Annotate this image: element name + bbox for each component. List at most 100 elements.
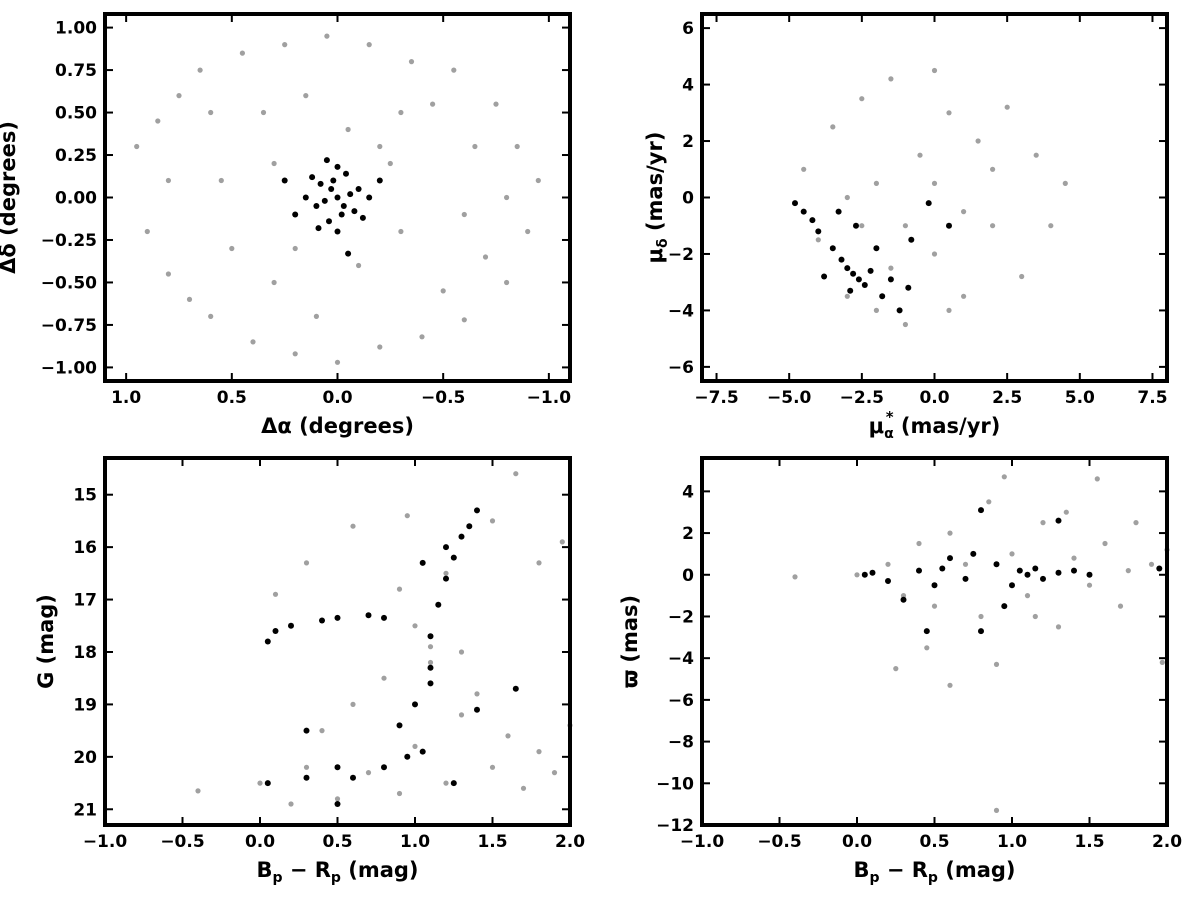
field-point (239, 50, 245, 56)
members-point (466, 523, 473, 530)
members-point (381, 614, 387, 621)
y-tick-label: 4 (682, 482, 694, 502)
field-point (218, 177, 224, 184)
field-point (489, 518, 496, 524)
members-point (792, 200, 798, 207)
field-point (419, 334, 425, 340)
field-point (924, 645, 930, 651)
field-point (888, 76, 894, 82)
field-point (396, 586, 403, 592)
y-tick-label: 0 (682, 189, 694, 209)
field-point (412, 743, 418, 750)
members-points (264, 507, 519, 807)
members-point (1001, 603, 1008, 610)
members-point (334, 801, 341, 807)
field-point (1102, 540, 1108, 547)
members-point (351, 208, 358, 215)
field-point (893, 666, 899, 672)
y-tick-label: 1.00 (55, 19, 97, 39)
field-point (505, 733, 511, 739)
field-point (482, 254, 489, 260)
field-point (288, 801, 294, 807)
field-point (1148, 561, 1155, 567)
field-point (946, 307, 952, 313)
field-point (350, 701, 356, 708)
members-point (970, 550, 977, 557)
y-tick-label: −10 (656, 774, 694, 794)
field-point (303, 560, 310, 566)
field-point (451, 67, 457, 73)
field-point (271, 160, 277, 167)
field-point (427, 659, 434, 666)
field-point (271, 279, 277, 286)
field-point (947, 682, 953, 688)
members-point (821, 273, 828, 280)
y-tick-label: 15 (73, 486, 97, 506)
field-point (443, 780, 449, 786)
field-point (404, 513, 410, 519)
members-point (885, 578, 891, 584)
field-point (551, 770, 558, 776)
members-points (861, 507, 1163, 635)
y-axis-label: ϖ (mas) (618, 595, 642, 688)
y-tick-label: −0.75 (41, 316, 97, 336)
field-point (303, 764, 310, 770)
y-tick-label: −6 (668, 691, 694, 711)
field-point (854, 572, 860, 578)
members-point (900, 596, 907, 603)
members-point (330, 177, 337, 184)
x-tick-label: 1.5 (1074, 832, 1104, 852)
members-point (879, 293, 886, 300)
y-axis-label: G (mag) (34, 594, 58, 689)
members-point (264, 638, 271, 645)
members-point (908, 236, 915, 243)
members-point (474, 507, 480, 514)
field-point (356, 262, 362, 269)
members-point (887, 276, 894, 283)
members-point (873, 245, 880, 252)
members-point (319, 617, 325, 624)
field-point (398, 228, 404, 235)
field-point (257, 780, 263, 786)
members-point (844, 265, 851, 272)
position-panel: 1.0 0.5 0.0 −0.5 −1.0 −1.00 −0.75 −0.50 −0.25 0.0… (0, 12, 572, 438)
members-points (792, 200, 952, 314)
field-point (292, 351, 298, 357)
members-point (939, 565, 946, 572)
x-tick-label: −0.5 (160, 832, 204, 852)
x-tick-label: 0.0 (245, 832, 275, 852)
members-point (309, 174, 316, 181)
field-point (430, 101, 436, 107)
field-point (961, 293, 967, 299)
field-point (962, 561, 969, 567)
members-point (334, 614, 341, 621)
field-points (195, 471, 573, 807)
members-point (993, 561, 1000, 568)
members-point (853, 222, 859, 229)
field-point (504, 279, 510, 286)
field-point (350, 523, 356, 529)
field-point (917, 152, 923, 158)
y-tick-label: 6 (682, 19, 694, 39)
field-point (282, 42, 288, 48)
field-point (313, 313, 319, 319)
members-point (946, 222, 952, 229)
members-point (855, 276, 862, 283)
field-point (931, 603, 938, 609)
proper-motion-panel: −7.5 −5.0 −2.5 0.0 2.5 5.0 7.5 −6 −4 −2 0 2 4 6 μα* (m… (643, 12, 1169, 442)
field-point (931, 180, 938, 186)
field-point (844, 194, 850, 201)
members-point (458, 533, 465, 540)
field-point (229, 245, 235, 252)
members-point (427, 664, 434, 671)
x-tick-label: 1.0 (400, 832, 430, 852)
y-tick-label: −2 (668, 245, 694, 265)
members-point (315, 225, 322, 232)
y-tick-label: −1.00 (41, 358, 97, 378)
members-point (334, 163, 341, 170)
field-point (474, 691, 480, 697)
field-point (1117, 603, 1124, 609)
y-axis-label: Δδ (degrees) (0, 121, 20, 274)
members-point (345, 250, 352, 257)
